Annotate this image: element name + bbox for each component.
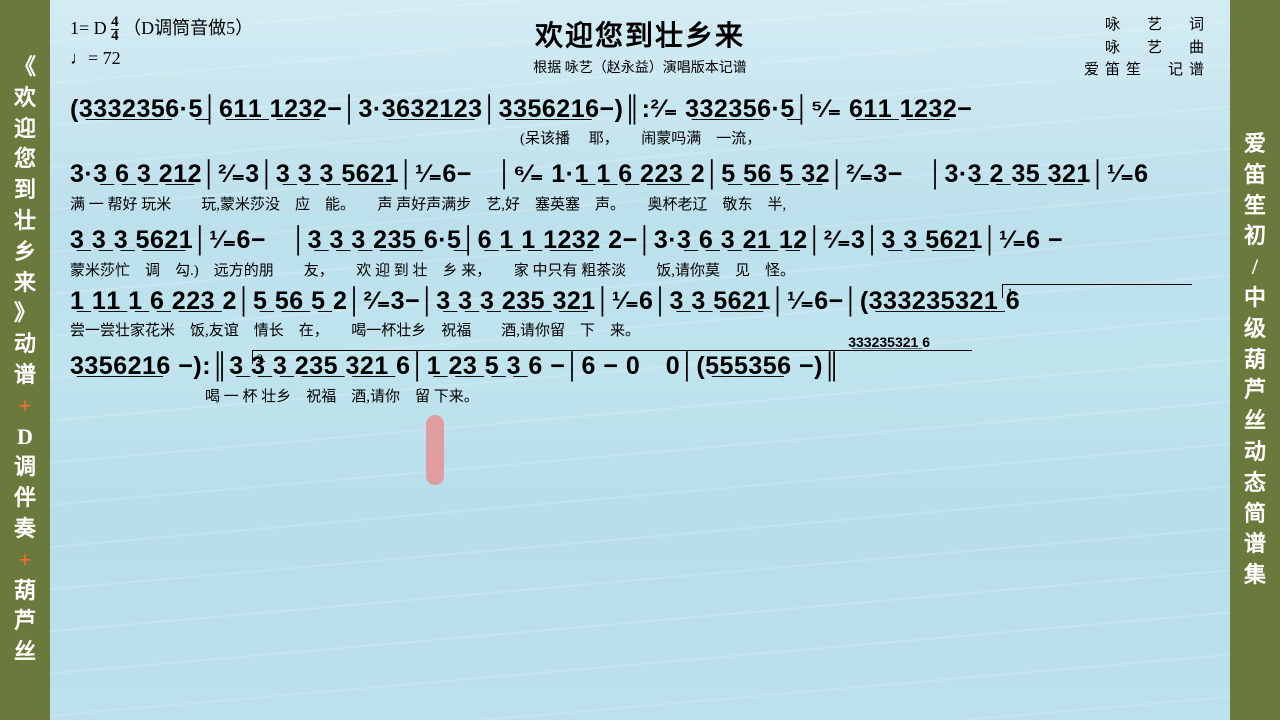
- score-row: 3̲ 3̲ 3̲ 5̲6̲2̲1│¹⁄₌6− │3̲ 3̲ 3̲ 2̲3̲5̲ …: [70, 220, 1210, 280]
- header-center: 欢迎您到壮乡来 根据 咏艺（赵永益）演唱版本记谱: [533, 14, 747, 77]
- time-signature: 44: [111, 16, 119, 44]
- volta-notes: 3̲3̲3̲2̲3̲5̲3̲2̲1̲ 6: [848, 334, 930, 350]
- playback-cursor: [426, 415, 444, 485]
- right-sidebar: 爱笛笙初/中级葫芦丝动态简谱集: [1230, 0, 1280, 720]
- score-row: (3̲3̲3̲2̲3̲5̲6·5̲│6̲1̲1̲ 1̲2̲3̲2−│3·3̲6̲…: [70, 94, 1210, 148]
- volta-bracket-2: 2.: [252, 350, 972, 364]
- score-row: 3̲3̲5̲6̲2̲1̲6 −):║3̲ 3̲ 3̲ 2̲3̲5̲ 3̲2̲1̲…: [70, 346, 1210, 406]
- header: 1= D 44 （D调筒音做5） ♩= 72 欢迎您到壮乡来 根据 咏艺（赵永益…: [70, 14, 1210, 82]
- volta-bracket-1: 1.: [1002, 284, 1192, 298]
- score-main: 1= D 44 （D调筒音做5） ♩= 72 欢迎您到壮乡来 根据 咏艺（赵永益…: [50, 0, 1230, 720]
- lyrics-line: 蒙米莎忙 调 勾.) 远方的朋 友， 欢 迎 到 壮 乡 来， 家 中只有 粗茶…: [70, 259, 1210, 280]
- song-title: 欢迎您到壮乡来: [533, 14, 747, 54]
- notation-line: 3·3̲ 6̲ 3̲ 2̲1̲2│²⁄₌3│3̲ 3̲ 3̲ 5̲6̲2̲1│¹…: [70, 154, 1210, 190]
- tempo: ♩= 72: [70, 44, 253, 73]
- credits: 咏 艺 词咏 艺 曲爱笛笙 记谱: [1084, 14, 1210, 82]
- score-body: (3̲3̲3̲2̲3̲5̲6·5̲│6̲1̲1̲ 1̲2̲3̲2−│3·3̲6̲…: [70, 94, 1210, 406]
- key-signature: 1= D: [70, 18, 111, 38]
- header-left: 1= D 44 （D调筒音做5） ♩= 72: [70, 14, 253, 82]
- lyrics-line: 尝一尝壮家花米 饭,友谊 情长 在， 喝一杯壮乡 祝福 酒,请你留 下 来。: [70, 319, 1210, 340]
- notation-line: (3̲3̲3̲2̲3̲5̲6·5̲│6̲1̲1̲ 1̲2̲3̲2−│3·3̲6̲…: [70, 94, 1210, 124]
- lyrics-line: 满 一 帮好 玩米 玩,蒙米莎没 应 能。 声 声好声满步 艺,好 塞英塞 声。…: [70, 193, 1210, 214]
- key-note: （D调筒音做5）: [123, 18, 253, 38]
- lyrics-line: (呆该播 耶， 闹蒙吗满 一流，: [70, 127, 1210, 148]
- score-row: 3·3̲ 6̲ 3̲ 2̲1̲2│²⁄₌3│3̲ 3̲ 3̲ 5̲6̲2̲1│¹…: [70, 154, 1210, 214]
- right-sidebar-text: 爱笛笙初/中级葫芦丝动态简谱集: [1244, 129, 1266, 591]
- left-sidebar: 《欢迎您到壮乡来》动谱+D调伴奏+葫芦丝: [0, 0, 50, 720]
- lyrics-line: 喝 一 杯 壮乡 祝福 酒,请你 留 下来。: [70, 385, 1210, 406]
- song-subtitle: 根据 咏艺（赵永益）演唱版本记谱: [533, 57, 747, 77]
- notation-line: 3̲ 3̲ 3̲ 5̲6̲2̲1│¹⁄₌6− │3̲ 3̲ 3̲ 2̲3̲5̲ …: [70, 220, 1210, 256]
- left-sidebar-text: 《欢迎您到壮乡来》动谱+D调伴奏+葫芦丝: [14, 52, 36, 668]
- score-row: 1̲ 1̲1̲ 1̲ 6̲ 2̲2̲3̲ 2│5̲ 5̲6̲ 5̲ 2│²⁄₌3…: [70, 286, 1210, 340]
